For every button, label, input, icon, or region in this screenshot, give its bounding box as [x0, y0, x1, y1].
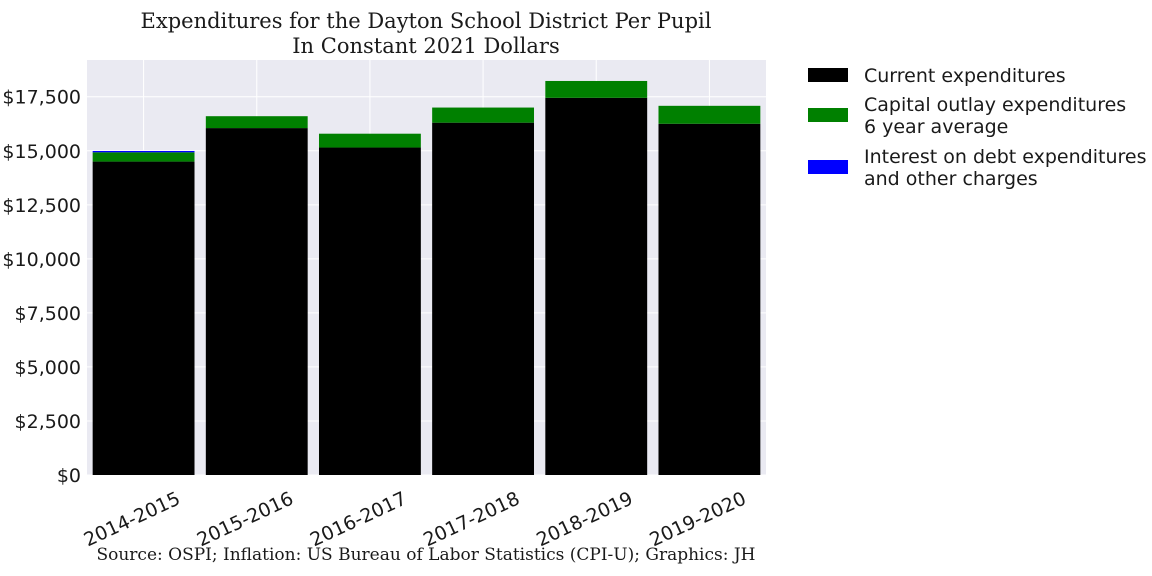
bar-segment-series-0: [318, 147, 421, 475]
y-tick-label: $5,000: [15, 357, 81, 379]
bar-segment-series-1: [318, 133, 421, 148]
bar-segment-series-1: [658, 105, 761, 124]
y-tick-labels: $0 $2,500 $5,000 $7,500 $10,000 $12,500 $15,00…: [2, 87, 81, 487]
y-tick-label: $2,500: [15, 411, 81, 433]
y-tick-label: $12,500: [2, 195, 81, 217]
legend-label: 6 year average: [864, 116, 1008, 138]
source-note: Source: OSPI; Inflation: US Bureau of La…: [96, 545, 755, 565]
bar-segment-series-0: [432, 122, 535, 476]
chart-subtitle: In Constant 2021 Dollars: [292, 34, 559, 58]
legend-label: Interest on debt expenditures: [864, 146, 1146, 168]
bar-segment-series-1: [432, 107, 535, 123]
x-tick-label: 2016-2017: [307, 488, 410, 552]
bar-segment-series-0: [545, 97, 648, 475]
legend-swatch: [808, 108, 848, 122]
y-tick-label: $10,000: [2, 249, 81, 271]
x-tick-label: 2018-2019: [533, 488, 636, 552]
x-tick-labels: 2014-2015 2015-2016 2016-2017 2017-2018 2018…: [81, 488, 750, 552]
legend-label: Current expenditures: [864, 65, 1066, 87]
bar-segment-series-2: [92, 150, 195, 153]
bar-segment-series-1: [205, 116, 308, 129]
bar-segment-series-1: [92, 152, 195, 162]
x-tick-label: 2015-2016: [194, 488, 297, 552]
legend-label: and other charges: [864, 168, 1038, 190]
legend-label: Capital outlay expenditures: [864, 94, 1126, 116]
plot-background: [87, 60, 766, 475]
bar-segment-series-0: [205, 128, 308, 475]
legend: Current expenditures Capital outlay expen…: [808, 65, 1146, 190]
chart-title: Expenditures for the Dayton School Distr…: [141, 9, 712, 33]
bars: [92, 80, 761, 476]
y-tick-label: $17,500: [2, 87, 81, 109]
y-tick-label: $15,000: [2, 141, 81, 163]
bar-segment-series-0: [92, 161, 195, 475]
x-tick-label: 2019-2020: [646, 488, 749, 552]
x-tick-label: 2017-2018: [420, 488, 523, 552]
legend-swatch: [808, 68, 848, 82]
y-tick-label: $0: [57, 465, 81, 487]
bar-segment-series-0: [658, 123, 761, 475]
legend-swatch: [808, 160, 848, 174]
y-tick-label: $7,500: [15, 303, 81, 325]
bar-segment-series-1: [545, 80, 648, 98]
x-tick-label: 2014-2015: [81, 488, 184, 552]
